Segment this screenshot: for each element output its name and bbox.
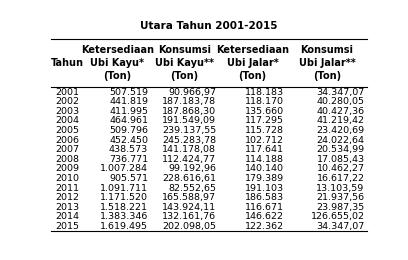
Text: 1.518.221: 1.518.221 (100, 203, 148, 212)
Text: 141.178,08: 141.178,08 (162, 145, 216, 154)
Text: 20.534,99: 20.534,99 (317, 145, 365, 154)
Text: 40.427,36: 40.427,36 (317, 107, 365, 116)
Text: 452.450: 452.450 (109, 136, 148, 145)
Text: 99.192,96: 99.192,96 (168, 164, 216, 173)
Text: 10.462,27: 10.462,27 (317, 164, 365, 173)
Text: 102.712: 102.712 (245, 136, 284, 145)
Text: 135.660: 135.660 (245, 107, 284, 116)
Text: 2009: 2009 (55, 164, 80, 173)
Text: 16.617,22: 16.617,22 (317, 174, 365, 183)
Text: 2005: 2005 (55, 126, 80, 135)
Text: 1.383.346: 1.383.346 (100, 212, 148, 222)
Text: 90.966,97: 90.966,97 (168, 88, 216, 96)
Text: Utara Tahun 2001-2015: Utara Tahun 2001-2015 (140, 21, 278, 31)
Text: 202.098,05: 202.098,05 (162, 222, 216, 231)
Text: 1.171.520: 1.171.520 (100, 193, 148, 202)
Text: 509.796: 509.796 (109, 126, 148, 135)
Text: 239.137,55: 239.137,55 (162, 126, 216, 135)
Text: 126.655,02: 126.655,02 (310, 212, 365, 222)
Text: 2010: 2010 (55, 174, 80, 183)
Text: 13.103,59: 13.103,59 (317, 184, 365, 193)
Text: 191.103: 191.103 (245, 184, 284, 193)
Text: 2008: 2008 (55, 155, 80, 164)
Text: Ketersediaan
Ubi Kayu*
(Ton): Ketersediaan Ubi Kayu* (Ton) (81, 46, 154, 81)
Text: 736.771: 736.771 (109, 155, 148, 164)
Text: 2011: 2011 (55, 184, 80, 193)
Text: 23.987,35: 23.987,35 (317, 203, 365, 212)
Text: 441.819: 441.819 (109, 97, 148, 106)
Text: 17.085,43: 17.085,43 (317, 155, 365, 164)
Text: 245.283,78: 245.283,78 (162, 136, 216, 145)
Text: 116.671: 116.671 (245, 203, 284, 212)
Text: 187.868,30: 187.868,30 (162, 107, 216, 116)
Text: 438.573: 438.573 (109, 145, 148, 154)
Text: 1.091.711: 1.091.711 (100, 184, 148, 193)
Text: 34.347,07: 34.347,07 (317, 88, 365, 96)
Text: 117.641: 117.641 (245, 145, 284, 154)
Text: 34.347,07: 34.347,07 (317, 222, 365, 231)
Text: 411.995: 411.995 (109, 107, 148, 116)
Text: 41.219,42: 41.219,42 (317, 116, 365, 125)
Text: 23.420,69: 23.420,69 (317, 126, 365, 135)
Text: Konsumsi
Ubi Kayu**
(Ton): Konsumsi Ubi Kayu** (Ton) (155, 46, 214, 81)
Text: 2002: 2002 (55, 97, 80, 106)
Text: 191.549,09: 191.549,09 (162, 116, 216, 125)
Text: 115.728: 115.728 (245, 126, 284, 135)
Text: 132.161,76: 132.161,76 (162, 212, 216, 222)
Text: Ketersediaan
Ubi Jalar*
(Ton): Ketersediaan Ubi Jalar* (Ton) (216, 46, 289, 81)
Text: 179.389: 179.389 (245, 174, 284, 183)
Text: 1.619.495: 1.619.495 (100, 222, 148, 231)
Text: 117.295: 117.295 (245, 116, 284, 125)
Text: 118.170: 118.170 (245, 97, 284, 106)
Text: 464.961: 464.961 (109, 116, 148, 125)
Text: 186.583: 186.583 (245, 193, 284, 202)
Text: 2003: 2003 (55, 107, 80, 116)
Text: 82.552,65: 82.552,65 (168, 184, 216, 193)
Text: 118.183: 118.183 (245, 88, 284, 96)
Text: 507.519: 507.519 (109, 88, 148, 96)
Text: 122.362: 122.362 (245, 222, 284, 231)
Text: 165.588,97: 165.588,97 (162, 193, 216, 202)
Text: Tahun: Tahun (51, 58, 84, 68)
Text: 2006: 2006 (55, 136, 80, 145)
Text: 2004: 2004 (55, 116, 80, 125)
Text: 24.022,64: 24.022,64 (317, 136, 365, 145)
Text: 2001: 2001 (55, 88, 80, 96)
Text: 2013: 2013 (55, 203, 80, 212)
Text: 228.616,61: 228.616,61 (162, 174, 216, 183)
Text: 140.140: 140.140 (245, 164, 284, 173)
Text: 114.188: 114.188 (245, 155, 284, 164)
Text: 112.424,77: 112.424,77 (162, 155, 216, 164)
Text: 1.007.284: 1.007.284 (100, 164, 148, 173)
Text: 143.924,11: 143.924,11 (162, 203, 216, 212)
Text: Konsumsi
Ubi Jalar**
(Ton): Konsumsi Ubi Jalar** (Ton) (299, 46, 355, 81)
Text: 2015: 2015 (55, 222, 80, 231)
Text: 905.571: 905.571 (109, 174, 148, 183)
Text: 2007: 2007 (55, 145, 80, 154)
Text: 40.280,05: 40.280,05 (317, 97, 365, 106)
Text: 2012: 2012 (55, 193, 80, 202)
Text: 187.183,78: 187.183,78 (162, 97, 216, 106)
Text: 2014: 2014 (55, 212, 80, 222)
Text: 21.937,56: 21.937,56 (317, 193, 365, 202)
Text: 146.622: 146.622 (245, 212, 284, 222)
